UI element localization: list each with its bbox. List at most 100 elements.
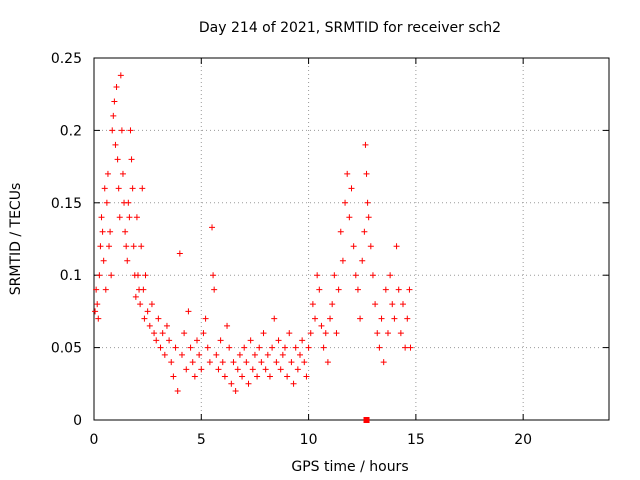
data-point [320,344,327,351]
data-point [139,185,146,192]
data-point [378,315,385,322]
data-point [348,185,355,192]
data-point [189,359,196,366]
data-point [382,286,389,293]
data-point [130,243,137,250]
data-point [239,373,246,380]
data-point [335,286,342,293]
data-point [305,344,312,351]
data-point [176,250,183,257]
data-point [144,308,151,315]
data-point [106,243,113,250]
data-point [269,344,276,351]
x-tick-label: 20 [514,432,532,448]
data-point [254,373,261,380]
data-point [133,214,140,221]
data-point [318,322,325,329]
data-point [232,388,239,395]
data-point [230,359,237,366]
data-point [350,243,357,250]
data-point [122,228,129,235]
data-point [138,243,145,250]
data-point [264,351,271,358]
data-point [342,199,349,206]
data-point [148,301,155,308]
data-point [327,315,334,322]
annotations [363,417,370,423]
data-point [128,156,135,163]
data-point [241,344,248,351]
data-point [112,141,119,148]
data-point [97,243,104,250]
y-tick-label: 0.2 [60,123,82,139]
data-point [103,199,110,206]
data-point [183,366,190,373]
y-tick-label: 0.15 [51,196,82,212]
data-point [262,366,269,373]
data-point [98,214,105,221]
data-point [286,330,293,337]
data-point [266,373,273,380]
data-point [213,351,220,358]
data-point [243,359,250,366]
data-point [142,272,149,279]
data-point [181,330,188,337]
data-point [372,301,379,308]
data-point [297,351,303,358]
y-tick-label: 0 [73,413,82,429]
data-point [397,330,404,337]
data-point [367,243,374,250]
data-point [294,366,301,373]
data-point [312,315,319,322]
data-point [404,315,411,322]
data-point [172,344,179,351]
data-point [119,170,126,177]
data-point [406,286,413,293]
data-point [108,272,115,279]
data-point [217,337,224,344]
data-point [116,214,123,221]
data-point [402,344,409,351]
data-point [251,351,258,358]
data-point [288,359,295,366]
data-point [157,344,164,351]
data-point [107,228,114,235]
data-point [362,141,369,148]
data-point [384,330,391,337]
data-point [211,286,218,293]
data-point [226,344,233,351]
data-point [111,98,118,105]
data-point [333,330,340,337]
data-point [290,380,297,387]
data-point [292,344,299,351]
data-point [126,214,133,221]
data-point [110,112,117,119]
data-point [185,308,192,315]
data-point [140,286,147,293]
data-point [256,344,263,351]
data-point [277,366,284,373]
data-point [380,359,387,366]
data-point [324,359,331,366]
data-point [357,315,364,322]
data-point [104,170,111,177]
data-point [374,330,381,337]
data-point [407,344,414,351]
data-point [389,301,396,308]
x-tick-label: 0 [90,432,99,448]
data-point [137,301,144,308]
data-point [114,156,121,163]
data-point [155,315,162,322]
data-point [359,257,366,264]
data-point [322,330,329,337]
data-point [314,272,321,279]
data-point [132,293,139,300]
data-point [387,272,394,279]
data-point [125,199,132,206]
data-point [245,380,252,387]
data-point [206,359,213,366]
chart-title: Day 214 of 2021, SRMTID for receiver sch… [199,20,501,36]
data-point [309,301,316,308]
data-point [369,272,376,279]
data-point [163,322,170,329]
